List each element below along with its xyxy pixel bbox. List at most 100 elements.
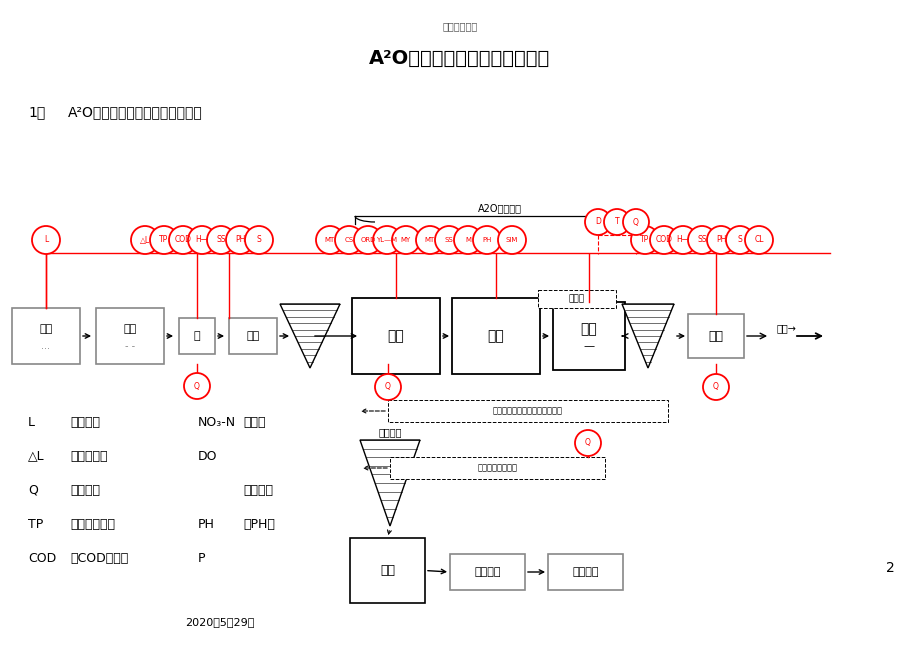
Ellipse shape — [702, 374, 728, 400]
FancyBboxPatch shape — [352, 298, 439, 374]
FancyBboxPatch shape — [229, 318, 277, 354]
Text: Q: Q — [632, 217, 638, 227]
Text: ...: ... — [41, 341, 51, 351]
Ellipse shape — [630, 226, 658, 254]
Text: 中水→: 中水→ — [776, 323, 795, 333]
Text: H—: H— — [675, 236, 689, 245]
Text: M: M — [464, 237, 471, 243]
Ellipse shape — [687, 226, 715, 254]
Text: －PH计: －PH计 — [243, 518, 275, 531]
Text: 1、: 1、 — [28, 105, 45, 119]
Text: A²O脱氮除磷工艺仪器配置说明: A²O脱氮除磷工艺仪器配置说明 — [369, 49, 550, 68]
Text: 污泥: 污泥 — [380, 564, 394, 577]
Text: 剩余污泥回流控制: 剩余污泥回流控制 — [477, 464, 517, 473]
Text: Q: Q — [28, 484, 38, 497]
Text: MT: MT — [324, 237, 335, 243]
Ellipse shape — [650, 226, 677, 254]
Text: 污泥外运: 污泥外运 — [572, 567, 598, 577]
Text: MT: MT — [425, 237, 435, 243]
Text: SS: SS — [216, 236, 225, 245]
Ellipse shape — [315, 226, 344, 254]
Text: TP: TP — [28, 518, 43, 531]
Text: TP: TP — [640, 236, 649, 245]
Ellipse shape — [354, 226, 381, 254]
Text: 缺氧: 缺氧 — [487, 329, 504, 343]
Ellipse shape — [668, 226, 697, 254]
Ellipse shape — [207, 226, 234, 254]
Text: —: — — [583, 341, 594, 351]
Text: TP: TP — [159, 236, 168, 245]
Polygon shape — [279, 304, 340, 368]
Ellipse shape — [584, 209, 610, 235]
Text: －流量计: －流量计 — [70, 484, 100, 497]
Text: ORD: ORD — [360, 237, 375, 243]
Text: －总磷分析仪: －总磷分析仪 — [70, 518, 115, 531]
Text: COD: COD — [175, 236, 191, 245]
Ellipse shape — [32, 226, 60, 254]
Text: Q: Q — [712, 383, 718, 391]
Text: Q: Q — [385, 383, 391, 391]
Text: S: S — [737, 236, 742, 245]
Ellipse shape — [435, 226, 462, 254]
Text: H—: H— — [195, 236, 209, 245]
Ellipse shape — [472, 226, 501, 254]
Ellipse shape — [706, 226, 734, 254]
FancyBboxPatch shape — [548, 554, 622, 590]
Text: A²O脱氮除磷污水处理工艺流程图: A²O脱氮除磷污水处理工艺流程图 — [68, 105, 202, 119]
Text: △L: △L — [140, 236, 150, 245]
Text: 文档仅供参考: 文档仅供参考 — [442, 21, 477, 31]
FancyBboxPatch shape — [449, 554, 525, 590]
FancyBboxPatch shape — [96, 308, 164, 364]
Text: P: P — [198, 551, 205, 564]
Text: PH: PH — [482, 237, 491, 243]
Text: T: T — [614, 217, 618, 227]
Text: Q: Q — [584, 439, 590, 447]
Text: DO: DO — [198, 449, 217, 462]
Text: NO₃-N: NO₃-N — [198, 415, 236, 428]
Text: 污泥浓缩: 污泥浓缩 — [378, 427, 402, 437]
Ellipse shape — [497, 226, 526, 254]
Ellipse shape — [725, 226, 754, 254]
Text: －COD分析仪: －COD分析仪 — [70, 551, 128, 564]
Text: SS: SS — [697, 236, 706, 245]
Ellipse shape — [744, 226, 772, 254]
Ellipse shape — [372, 226, 401, 254]
Text: 内循环: 内循环 — [568, 294, 584, 303]
Ellipse shape — [375, 374, 401, 400]
Text: 消毒: 消毒 — [708, 329, 722, 342]
Text: PH: PH — [234, 236, 245, 245]
FancyBboxPatch shape — [349, 538, 425, 603]
Ellipse shape — [415, 226, 444, 254]
Text: 废水: 废水 — [123, 324, 137, 334]
Text: D: D — [595, 217, 600, 227]
Ellipse shape — [130, 226, 159, 254]
Text: COD: COD — [28, 551, 56, 564]
Ellipse shape — [335, 226, 363, 254]
Text: △L: △L — [28, 449, 45, 462]
FancyBboxPatch shape — [179, 318, 215, 354]
Text: YL—M: YL—M — [376, 237, 397, 243]
FancyBboxPatch shape — [687, 314, 743, 358]
Text: SS: SS — [444, 237, 453, 243]
Text: －液位差计: －液位差计 — [70, 449, 108, 462]
Ellipse shape — [244, 226, 273, 254]
FancyBboxPatch shape — [388, 400, 667, 422]
Text: 废水: 废水 — [40, 324, 52, 334]
Text: 污泥脱水: 污泥脱水 — [473, 567, 500, 577]
Ellipse shape — [604, 209, 630, 235]
Text: 沉砂: 沉砂 — [246, 331, 259, 341]
Text: L: L — [44, 236, 48, 245]
FancyBboxPatch shape — [390, 457, 605, 479]
Ellipse shape — [187, 226, 216, 254]
Ellipse shape — [150, 226, 177, 254]
FancyBboxPatch shape — [12, 308, 80, 364]
FancyBboxPatch shape — [552, 302, 624, 370]
Text: －液位计: －液位计 — [70, 415, 100, 428]
Text: CS: CS — [344, 237, 353, 243]
Text: MY: MY — [401, 237, 411, 243]
FancyBboxPatch shape — [451, 298, 539, 374]
Ellipse shape — [184, 373, 210, 399]
Text: 格: 格 — [194, 331, 200, 341]
Text: 2020年5月29日: 2020年5月29日 — [185, 617, 255, 627]
FancyBboxPatch shape — [538, 290, 616, 308]
